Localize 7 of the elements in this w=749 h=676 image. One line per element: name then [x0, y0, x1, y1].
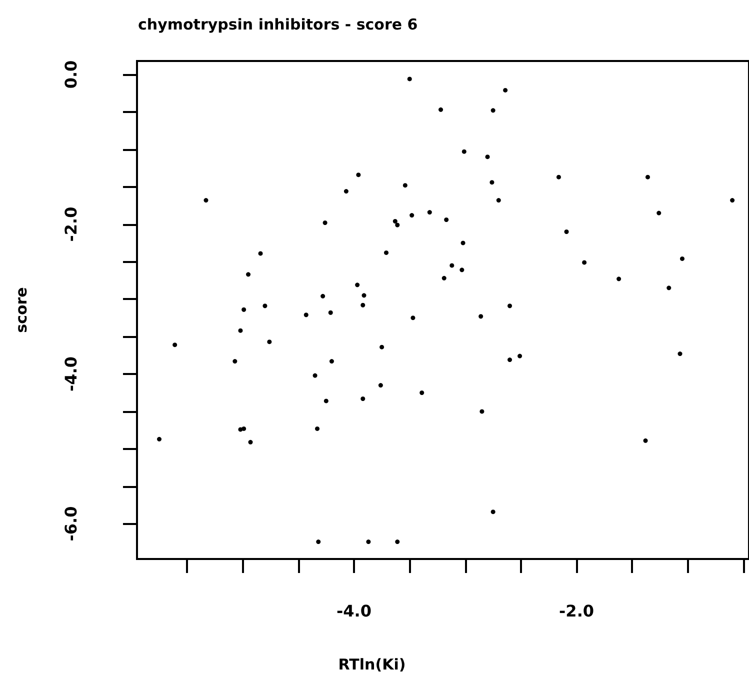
chart-title: chymotrypsin inhibitors - score 6	[138, 16, 418, 34]
x-axis-title: RTln(Ki)	[338, 656, 406, 674]
y-tick-label: -6.0	[62, 506, 80, 542]
y-tick-label: -4.0	[62, 356, 80, 392]
y-tick-label: -2.0	[62, 206, 80, 242]
y-axis-title: score	[12, 287, 30, 333]
y-tick-label: 0.0	[62, 60, 80, 89]
